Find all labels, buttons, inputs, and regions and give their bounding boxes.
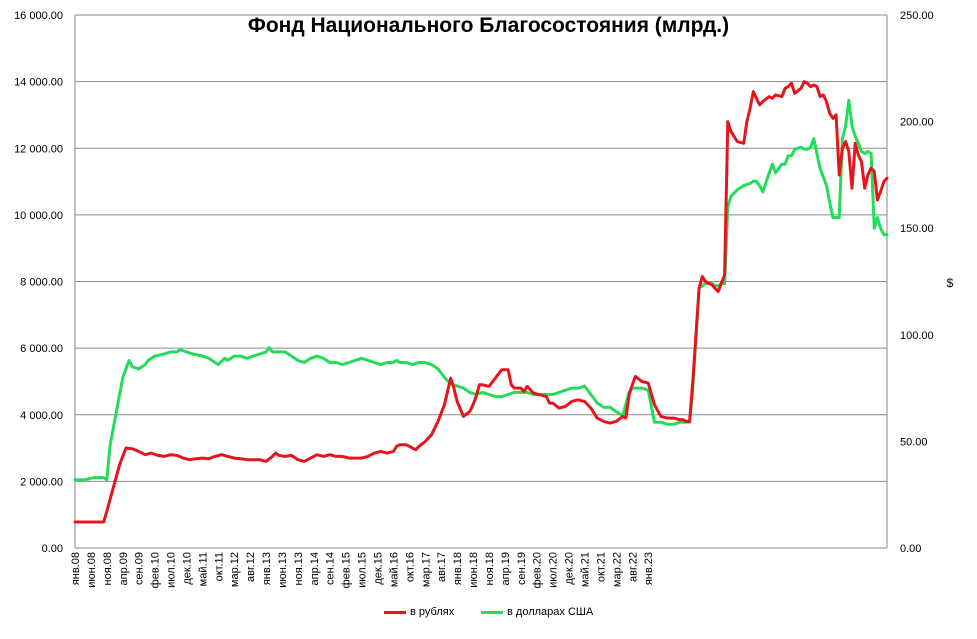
x-tick-label: апр.09 — [118, 552, 130, 585]
x-tick-label: янв.08 — [70, 552, 82, 585]
y-left-tick-label: 10 000.00 — [14, 210, 63, 222]
x-tick-label: дек.10 — [181, 552, 193, 585]
x-tick-label: янв.13 — [261, 552, 273, 585]
x-tick-label: авг.17 — [436, 552, 448, 582]
x-tick-label: июн.13 — [277, 552, 289, 588]
x-tick-label: июн.18 — [468, 552, 480, 588]
y-left-tick-label: 12 000.00 — [14, 143, 63, 155]
x-tick-label: дек.20 — [564, 552, 576, 585]
x-tick-label: мар.12 — [229, 552, 241, 587]
y-left-tick-label: 2 000.00 — [20, 476, 63, 488]
legend-swatch-usd — [481, 610, 503, 614]
x-tick-label: фев.10 — [150, 552, 162, 588]
x-tick-label: июл.10 — [166, 552, 178, 588]
x-tick-label: фев.15 — [341, 552, 353, 588]
legend-label-rub: в рублях — [410, 606, 455, 618]
x-tick-label: июн.08 — [86, 552, 98, 588]
chart-title: Фонд Национального Благосостояния (млрд.… — [247, 14, 730, 37]
x-tick-label: окт.21 — [595, 552, 607, 582]
x-tick-label: янв.18 — [452, 552, 464, 585]
x-tick-label: май.16 — [388, 552, 400, 587]
series-line-rub — [73, 80, 889, 524]
y-left-tick-label: 6 000.00 — [20, 343, 63, 355]
series-line-usd — [73, 98, 889, 482]
legend-item-usd: в долларах США — [481, 606, 593, 618]
x-tick-label: окт.16 — [404, 552, 416, 582]
x-tick-label: авг.12 — [245, 552, 257, 582]
legend-swatch-rub — [384, 610, 406, 614]
x-tick-label: май.21 — [579, 552, 591, 587]
y-right-tick-label: 200.00 — [900, 117, 934, 129]
x-tick-label: мар.17 — [420, 552, 432, 587]
x-tick-label: май.11 — [197, 552, 209, 586]
y-left-tick-label: 0.00 — [42, 543, 63, 555]
x-tick-label: июл.20 — [548, 552, 560, 588]
y-right-tick-label: 100.00 — [900, 330, 934, 342]
x-tick-label: ноя.08 — [102, 552, 114, 585]
x-tick-label: ноя.13 — [293, 552, 305, 585]
x-tick-label: апр.19 — [500, 552, 512, 585]
x-tick-label: янв.23 — [643, 552, 655, 585]
x-tick-label: окт.11 — [213, 552, 225, 581]
y-left-tick-label: 14 000.00 — [14, 77, 63, 89]
y-left-tick-label: 8 000.00 — [20, 277, 63, 289]
legend-item-rub: в рублях — [384, 606, 454, 618]
x-tick-label: дек.15 — [373, 552, 385, 585]
y-right-tick-label: 0.00 — [900, 543, 921, 555]
x-tick-label: сен.19 — [516, 552, 528, 585]
x-tick-label: фев.20 — [532, 552, 544, 588]
y-left-tick-label: 16 000.00 — [14, 10, 63, 22]
x-tick-label: мар.22 — [611, 552, 623, 587]
x-tick-label: ноя.18 — [484, 552, 496, 585]
y-left-tick-label: 4 000.00 — [20, 410, 63, 422]
legend-label-usd: в долларах США — [507, 606, 594, 618]
x-tick-label: сен.09 — [134, 552, 146, 585]
x-tick-label: апр.14 — [309, 552, 321, 585]
x-tick-label: сен.14 — [325, 552, 337, 585]
y-right-tick-label: 250.00 — [900, 10, 934, 22]
y-right-axis-label: $ — [947, 276, 954, 290]
x-tick-label: авг.22 — [627, 552, 639, 582]
x-tick-label: июл.15 — [357, 552, 369, 588]
y-right-tick-label: 50.00 — [900, 436, 928, 448]
y-right-tick-label: 150.00 — [900, 223, 934, 235]
